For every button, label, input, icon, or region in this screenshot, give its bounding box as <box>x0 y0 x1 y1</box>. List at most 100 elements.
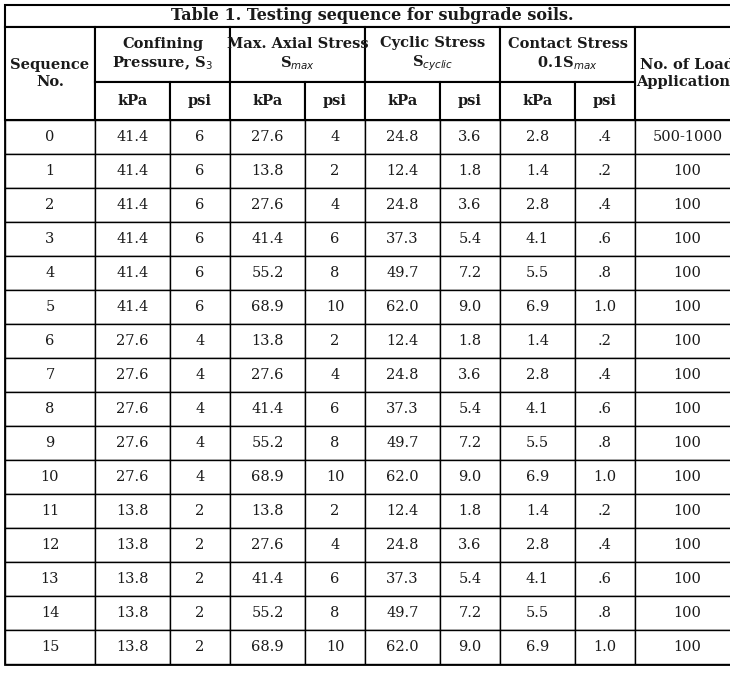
Bar <box>365 630 440 664</box>
Text: 12: 12 <box>41 538 59 552</box>
Bar <box>500 82 575 120</box>
Text: 6.9: 6.9 <box>526 300 549 314</box>
Text: 68.9: 68.9 <box>251 300 284 314</box>
Text: 27.6: 27.6 <box>251 538 284 552</box>
Text: 100: 100 <box>674 368 702 382</box>
Bar <box>5 358 95 392</box>
Text: 100: 100 <box>674 232 702 246</box>
Bar <box>365 460 440 494</box>
Bar <box>5 154 95 188</box>
Text: 10: 10 <box>41 470 59 484</box>
Text: 12.4: 12.4 <box>386 504 418 518</box>
Bar <box>5 5 730 27</box>
Text: .2: .2 <box>598 164 612 178</box>
Bar <box>95 290 170 324</box>
Bar <box>365 596 440 630</box>
Bar <box>635 154 730 188</box>
Bar <box>500 358 575 392</box>
Bar <box>170 256 230 290</box>
Bar <box>95 82 170 120</box>
Text: 100: 100 <box>674 164 702 178</box>
Bar <box>5 256 95 290</box>
Text: 4.1: 4.1 <box>526 232 549 246</box>
Bar <box>635 256 730 290</box>
Text: 3: 3 <box>45 232 55 246</box>
Text: .8: .8 <box>598 266 612 280</box>
Bar <box>230 82 305 120</box>
Bar <box>95 120 170 154</box>
Bar <box>635 528 730 562</box>
Text: 2.8: 2.8 <box>526 368 549 382</box>
Bar <box>170 426 230 460</box>
Bar <box>170 188 230 222</box>
Text: 5.5: 5.5 <box>526 436 549 450</box>
Text: 5: 5 <box>45 300 55 314</box>
Text: 4: 4 <box>45 266 55 280</box>
Bar <box>230 596 305 630</box>
Text: 62.0: 62.0 <box>386 300 419 314</box>
Text: .8: .8 <box>598 606 612 620</box>
Bar <box>635 630 730 664</box>
Text: 1.8: 1.8 <box>458 504 482 518</box>
Bar <box>575 562 635 596</box>
Bar <box>230 188 305 222</box>
Bar <box>5 494 95 528</box>
Text: 3.6: 3.6 <box>458 198 482 212</box>
Text: 1.4: 1.4 <box>526 164 549 178</box>
Text: .2: .2 <box>598 504 612 518</box>
Bar <box>500 324 575 358</box>
Bar <box>5 27 95 120</box>
Text: 24.8: 24.8 <box>386 198 419 212</box>
Bar <box>5 188 95 222</box>
Bar <box>230 290 305 324</box>
Text: 12.4: 12.4 <box>386 164 418 178</box>
Bar <box>500 188 575 222</box>
Bar <box>575 82 635 120</box>
Text: 1.0: 1.0 <box>593 470 617 484</box>
Bar <box>95 528 170 562</box>
Text: 13.8: 13.8 <box>116 504 149 518</box>
Text: 41.4: 41.4 <box>116 130 149 144</box>
Bar <box>500 494 575 528</box>
Text: 100: 100 <box>674 300 702 314</box>
Text: 6: 6 <box>196 266 204 280</box>
Text: 37.3: 37.3 <box>386 402 419 416</box>
Bar <box>575 256 635 290</box>
Bar <box>230 154 305 188</box>
Text: 13.8: 13.8 <box>116 640 149 654</box>
Text: 2: 2 <box>196 572 204 586</box>
Bar <box>575 358 635 392</box>
Text: 10: 10 <box>326 300 345 314</box>
Bar <box>635 392 730 426</box>
Bar <box>305 460 365 494</box>
Bar <box>365 528 440 562</box>
Text: 4: 4 <box>196 368 204 382</box>
Bar <box>365 358 440 392</box>
Text: 4: 4 <box>331 538 339 552</box>
Text: 49.7: 49.7 <box>386 266 419 280</box>
Text: 100: 100 <box>674 436 702 450</box>
Bar <box>5 426 95 460</box>
Bar <box>95 596 170 630</box>
Text: 10: 10 <box>326 470 345 484</box>
Text: .6: .6 <box>598 232 612 246</box>
Bar <box>170 358 230 392</box>
Bar <box>575 460 635 494</box>
Text: 14: 14 <box>41 606 59 620</box>
Text: 8: 8 <box>330 266 339 280</box>
Text: 2: 2 <box>196 504 204 518</box>
Text: Max. Axial Stress
S$_{max}$: Max. Axial Stress S$_{max}$ <box>227 37 369 71</box>
Bar <box>170 460 230 494</box>
Bar <box>635 324 730 358</box>
Bar <box>440 630 500 664</box>
Text: 100: 100 <box>674 198 702 212</box>
Bar <box>440 596 500 630</box>
Text: 41.4: 41.4 <box>116 300 149 314</box>
Bar <box>365 494 440 528</box>
Text: 1.4: 1.4 <box>526 504 549 518</box>
Bar <box>500 290 575 324</box>
Bar <box>170 596 230 630</box>
Text: 2: 2 <box>331 504 339 518</box>
Text: 41.4: 41.4 <box>251 402 284 416</box>
Text: Cyclic Stress
S$_{cyclic}$: Cyclic Stress S$_{cyclic}$ <box>380 37 485 73</box>
